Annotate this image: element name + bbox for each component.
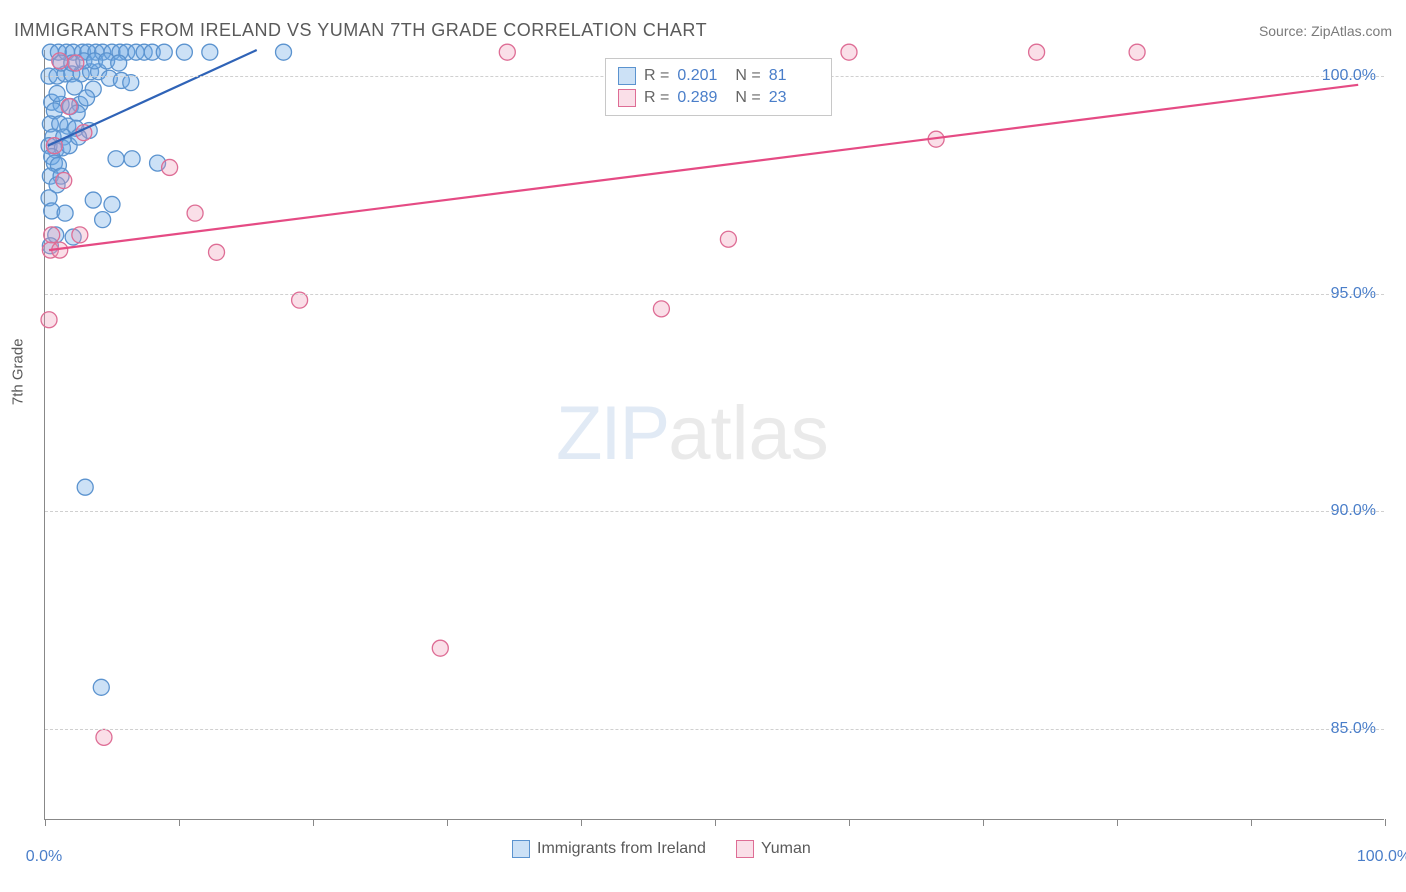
- legend-row: R = 0.289 N = 23: [618, 87, 819, 109]
- scatter-point: [72, 227, 88, 243]
- chart-title: IMMIGRANTS FROM IRELAND VS YUMAN 7TH GRA…: [14, 20, 707, 41]
- scatter-point: [68, 55, 84, 71]
- scatter-point: [499, 44, 515, 60]
- x-tick-mark: [1385, 819, 1386, 826]
- legend-r-value: 0.289: [677, 89, 727, 107]
- y-tick-label: 95.0%: [1331, 285, 1376, 303]
- legend-n-label: N =: [735, 89, 760, 107]
- scatter-point: [202, 44, 218, 60]
- scatter-point: [111, 55, 127, 71]
- chart-header: IMMIGRANTS FROM IRELAND VS YUMAN 7TH GRA…: [14, 20, 1392, 41]
- chart-source: Source: ZipAtlas.com: [1259, 23, 1392, 39]
- x-tick-mark: [983, 819, 984, 826]
- legend-swatch: [512, 840, 530, 858]
- plot-area: 85.0% 90.0% 95.0% 100.0% R = 0.201 N = 81 R = 0.2…: [44, 50, 1384, 820]
- legend-series-name: Yuman: [761, 840, 811, 858]
- x-tick-mark: [849, 819, 850, 826]
- gridline: [45, 294, 1384, 295]
- legend-item: Yuman: [736, 840, 811, 858]
- y-axis-label: 7th Grade: [10, 338, 27, 405]
- scatter-point: [77, 479, 93, 495]
- x-tick-mark: [45, 819, 46, 826]
- x-tick-mark: [581, 819, 582, 826]
- x-tick-mark: [1117, 819, 1118, 826]
- scatter-point: [96, 729, 112, 745]
- scatter-point: [57, 205, 73, 221]
- scatter-point: [41, 312, 57, 328]
- gridline: [45, 511, 1384, 512]
- scatter-point: [104, 196, 120, 212]
- scatter-point: [95, 212, 111, 228]
- legend-swatch: [736, 840, 754, 858]
- x-tick-mark: [179, 819, 180, 826]
- legend-item: Immigrants from Ireland: [512, 840, 706, 858]
- scatter-point: [85, 192, 101, 208]
- legend-r-label: R =: [644, 89, 669, 107]
- scatter-point: [176, 44, 192, 60]
- x-tick-mark: [447, 819, 448, 826]
- scatter-point: [56, 173, 72, 189]
- series-legend: Immigrants from Ireland Yuman: [512, 840, 811, 858]
- scatter-point: [93, 679, 109, 695]
- scatter-point: [432, 640, 448, 656]
- scatter-svg: [45, 50, 1384, 819]
- scatter-point: [720, 231, 736, 247]
- x-tick-mark: [1251, 819, 1252, 826]
- y-tick-label: 100.0%: [1322, 67, 1376, 85]
- scatter-point: [66, 79, 82, 95]
- scatter-point: [52, 53, 68, 69]
- gridline: [45, 729, 1384, 730]
- scatter-point: [841, 44, 857, 60]
- scatter-point: [209, 244, 225, 260]
- legend-row: R = 0.201 N = 81: [618, 65, 819, 87]
- legend-n-value: 81: [769, 67, 819, 85]
- x-tick-mark: [313, 819, 314, 826]
- scatter-point: [1129, 44, 1145, 60]
- x-tick-mark: [715, 819, 716, 826]
- x-tick-label-left: 0.0%: [26, 848, 62, 866]
- legend-series-name: Immigrants from Ireland: [537, 840, 706, 858]
- scatter-point: [108, 151, 124, 167]
- legend-r-value: 0.201: [677, 67, 727, 85]
- scatter-point: [156, 44, 172, 60]
- x-tick-label-right: 100.0%: [1357, 848, 1406, 866]
- scatter-point: [61, 99, 77, 115]
- correlation-legend: R = 0.201 N = 81 R = 0.289 N = 23: [605, 58, 832, 116]
- scatter-point: [187, 205, 203, 221]
- scatter-point: [124, 151, 140, 167]
- legend-r-label: R =: [644, 67, 669, 85]
- y-tick-label: 85.0%: [1331, 720, 1376, 738]
- scatter-point: [1029, 44, 1045, 60]
- scatter-point: [49, 86, 65, 102]
- scatter-point: [276, 44, 292, 60]
- scatter-point: [162, 159, 178, 175]
- scatter-point: [44, 227, 60, 243]
- legend-swatch: [618, 89, 636, 107]
- y-tick-label: 90.0%: [1331, 502, 1376, 520]
- legend-n-label: N =: [735, 67, 760, 85]
- legend-n-value: 23: [769, 89, 819, 107]
- scatter-point: [653, 301, 669, 317]
- legend-swatch: [618, 67, 636, 85]
